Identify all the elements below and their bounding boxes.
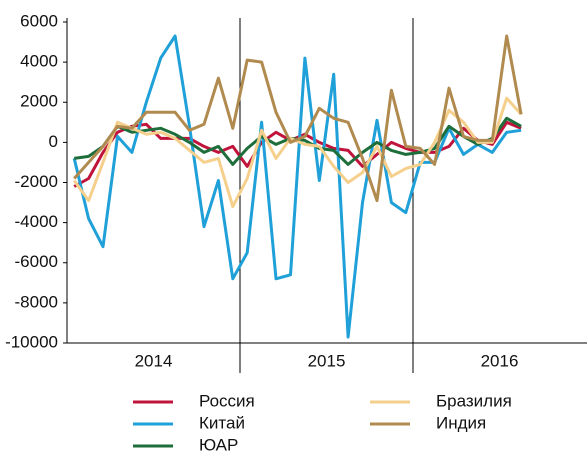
year-label: 2015 [308, 351, 346, 370]
series-line [72, 34, 522, 339]
year-label: 2014 [135, 351, 173, 370]
series-line [73, 120, 522, 188]
year-label: 2016 [481, 351, 519, 370]
y-tick-label: 2000 [20, 92, 58, 111]
series-line [73, 34, 523, 203]
y-tick-label: -10000 [5, 332, 58, 351]
legend-label: Россия [199, 391, 255, 410]
y-tick-label: -6000 [15, 252, 58, 271]
y-tick-label: 6000 [20, 11, 58, 30]
y-tick-label: -2000 [15, 172, 58, 191]
legend-label: ЮАР [199, 435, 238, 454]
legend-label: Китай [199, 413, 245, 432]
legend-label: Индия [436, 413, 486, 432]
legend-label: Бразилия [436, 391, 512, 410]
series-line [72, 96, 523, 209]
y-tick-label: -4000 [15, 212, 58, 231]
y-tick-label: -8000 [15, 292, 58, 311]
y-tick-label: 0 [49, 132, 58, 151]
y-tick-label: 4000 [20, 52, 58, 71]
